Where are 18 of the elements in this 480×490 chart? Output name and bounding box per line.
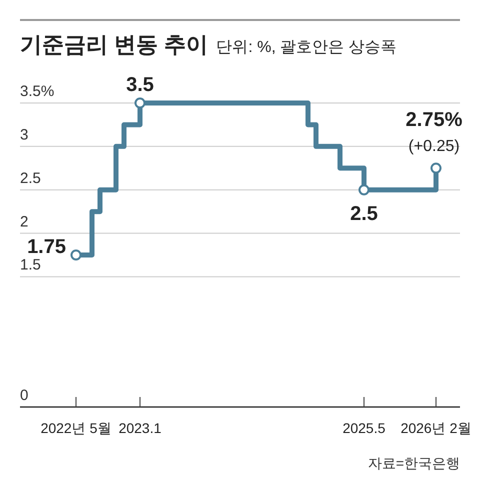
x-tick-label: 2025.5 [342,420,386,436]
annotation: 2.5 [350,202,378,225]
annotation: 2.75% [406,109,463,132]
annotation: 1.75 [27,236,66,258]
y-tick-label: 2 [20,213,28,230]
x-tick-label: 2023.1 [118,420,162,436]
chart-title: 기준금리 변동 추이 [20,32,208,57]
annotation: 3.5 [126,74,154,96]
chart-subtitle: 단위: %, 괄호안은 상승폭 [216,39,397,56]
annotation: (+0.25) [408,138,460,156]
y-tick-label: 0 [20,387,28,404]
x-tick-label: 2026년 2월 [400,420,472,436]
x-tick-label: 2022년 5월 [40,420,112,436]
y-tick-label: 3.5% [20,83,54,100]
text: 자료=한국은행 [368,455,460,471]
y-tick-label: 3 [20,126,28,144]
y-tick-label: 1.5 [20,256,41,274]
y-tick-label: 2.5 [20,170,41,187]
